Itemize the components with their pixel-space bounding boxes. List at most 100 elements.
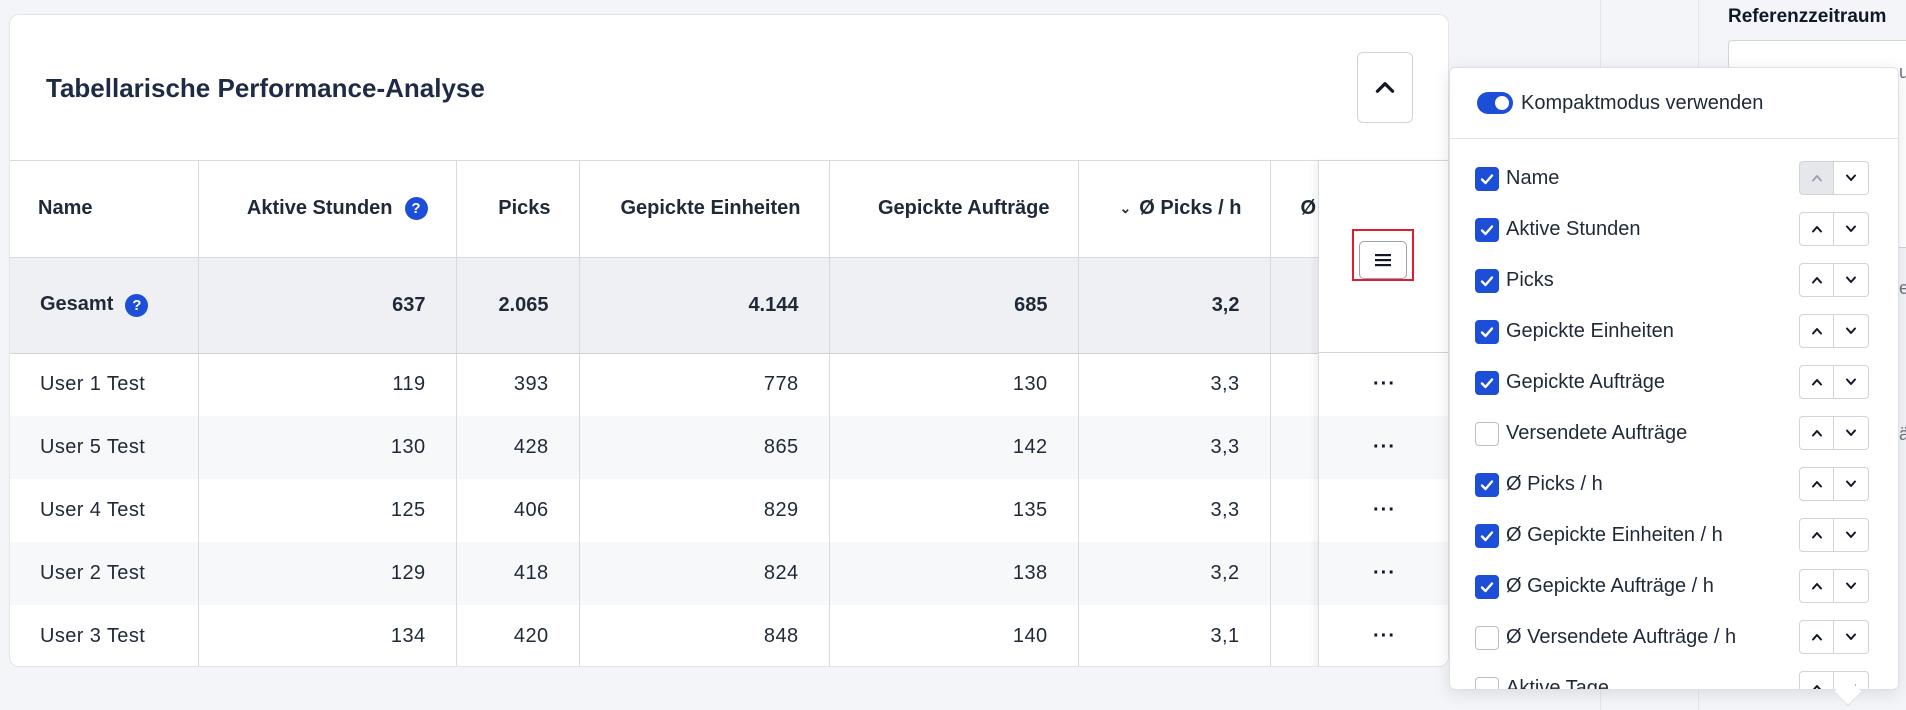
row-active-hours: 134 [198, 605, 457, 666]
move-down-button[interactable] [1834, 467, 1869, 501]
column-checkbox[interactable] [1475, 370, 1499, 395]
column-checkbox[interactable] [1475, 166, 1499, 191]
help-icon[interactable]: ? [125, 293, 149, 317]
column-option[interactable]: Name [1450, 153, 1898, 204]
header-avg-picks-h-label: Ø Picks / h [1139, 197, 1242, 220]
column-option[interactable]: Ø Gepickte Aufträge / h [1450, 561, 1898, 612]
column-order-controls [1799, 314, 1869, 348]
column-checkbox[interactable] [1475, 421, 1499, 446]
column-option[interactable]: Ø Gepickte Einheiten / h [1450, 510, 1898, 561]
chevron-up-icon [1812, 685, 1821, 689]
column-checkbox[interactable] [1475, 523, 1499, 548]
move-down-button[interactable] [1834, 263, 1869, 297]
row-avg-picks-h: 3,1 [1078, 605, 1271, 666]
column-order-controls [1799, 365, 1869, 399]
move-down-button[interactable] [1834, 518, 1869, 552]
header-avg-picks-h[interactable]: ⌄ Ø Picks / h [1078, 161, 1271, 257]
row-actions-button[interactable]: ··· [1373, 499, 1396, 521]
column-settings-button[interactable] [1359, 241, 1407, 279]
row-picks: 418 [456, 542, 580, 605]
move-up-button[interactable] [1799, 518, 1834, 552]
column-option[interactable]: Ø Picks / h [1450, 459, 1898, 510]
column-order-controls [1799, 569, 1869, 603]
chevron-down-icon [1846, 633, 1856, 640]
chevron-down-icon [1846, 582, 1856, 589]
header-picks[interactable]: Picks [456, 161, 580, 257]
header-picked-units[interactable]: Gepickte Einheiten [579, 161, 830, 257]
chevron-up-icon [1811, 379, 1822, 386]
header-partial-label: Ø [1300, 197, 1317, 220]
row-actions-button[interactable]: ··· [1319, 416, 1448, 479]
collapse-button[interactable] [1357, 52, 1413, 123]
move-up-button[interactable] [1799, 365, 1834, 399]
column-checkbox[interactable] [1475, 574, 1499, 599]
reference-text-fragment: ä [1899, 424, 1906, 444]
column-option[interactable]: Ø Versendete Aufträge / h [1450, 612, 1898, 663]
move-down-button[interactable] [1834, 620, 1869, 654]
header-active-hours[interactable]: Aktive Stunden? [198, 161, 457, 257]
column-option-label: Ø Gepickte Einheiten / h [1506, 524, 1723, 546]
column-option[interactable]: Aktive Tage [1450, 663, 1898, 689]
move-up-button[interactable] [1799, 212, 1834, 246]
header-name[interactable]: Name [10, 161, 199, 257]
column-option-label: Ø Gepickte Aufträge / h [1506, 575, 1714, 597]
column-checkbox[interactable] [1475, 217, 1499, 242]
move-up-button[interactable] [1799, 314, 1834, 348]
chevron-up-icon [1811, 226, 1822, 233]
header-picked-orders[interactable]: Gepickte Aufträge [829, 161, 1079, 257]
row-actions-button[interactable]: ··· [1373, 625, 1396, 647]
move-up-button[interactable] [1799, 467, 1834, 501]
row-avg-picks-h: 3,2 [1078, 542, 1271, 605]
row-actions-button[interactable]: ··· [1319, 542, 1448, 605]
move-up-button[interactable] [1799, 620, 1834, 654]
row-picks: 420 [456, 605, 580, 666]
check-icon [1480, 479, 1494, 490]
header-partial[interactable]: Ø [1270, 161, 1319, 257]
card-title: Tabellarische Performance-Analyse [46, 73, 485, 103]
total-picked-units: 4.144 [579, 256, 830, 354]
row-picked-orders: 140 [829, 605, 1079, 666]
compact-mode-row: Kompaktmodus verwenden [1450, 68, 1898, 139]
column-option-label: Ø Versendete Aufträge / h [1506, 626, 1737, 648]
table-row: User 4 Test 125 406 829 135 3,3 [10, 479, 1319, 542]
header-active-hours-label: Aktive Stunden [246, 197, 393, 220]
table-header-row: Name Aktive Stunden? Picks Gepickte Einh… [10, 161, 1319, 257]
move-up-button[interactable] [1799, 263, 1834, 297]
total-partial [1270, 256, 1319, 354]
column-option[interactable]: Picks [1450, 255, 1898, 306]
column-checkbox[interactable] [1475, 268, 1499, 293]
column-option[interactable]: Gepickte Aufträge [1450, 357, 1898, 408]
move-down-button[interactable] [1834, 212, 1869, 246]
move-up-button[interactable] [1799, 569, 1834, 603]
move-up-button[interactable] [1799, 161, 1834, 195]
total-active-hours: 637 [198, 256, 457, 354]
row-name: User 1 Test [10, 353, 199, 416]
column-checkbox[interactable] [1475, 625, 1499, 650]
move-down-button[interactable] [1834, 569, 1869, 603]
column-checkbox[interactable] [1475, 319, 1499, 344]
move-up-button[interactable] [1799, 671, 1834, 689]
row-picked-units: 829 [579, 479, 830, 542]
performance-table-wrapper: Name Aktive Stunden? Picks Gepickte Einh… [10, 160, 1448, 666]
table-row: User 2 Test 129 418 824 138 3,2 [10, 542, 1319, 605]
column-option-label: Aktive Stunden [1506, 218, 1641, 240]
row-actions-button[interactable]: ··· [1373, 373, 1396, 395]
move-down-button[interactable] [1834, 314, 1869, 348]
check-icon [1480, 581, 1494, 592]
help-icon[interactable]: ? [404, 197, 428, 221]
column-checkbox[interactable] [1475, 472, 1499, 497]
column-option-label: Picks [1506, 269, 1554, 291]
move-down-button[interactable] [1834, 365, 1869, 399]
move-up-button[interactable] [1799, 416, 1834, 450]
compact-mode-toggle[interactable] [1477, 92, 1513, 114]
move-down-button[interactable] [1834, 416, 1869, 450]
column-option[interactable]: Gepickte Einheiten [1450, 306, 1898, 357]
column-order-controls [1799, 263, 1869, 297]
row-partial [1270, 479, 1319, 542]
move-down-button[interactable] [1834, 161, 1869, 195]
column-checkbox[interactable] [1475, 676, 1499, 689]
reference-text-fragment: u [1899, 62, 1906, 82]
column-list: Name Aktive Stunden Picks Gepickte Einheite… [1450, 153, 1898, 689]
column-option[interactable]: Aktive Stunden [1450, 204, 1898, 255]
column-option[interactable]: Versendete Aufträge [1450, 408, 1898, 459]
